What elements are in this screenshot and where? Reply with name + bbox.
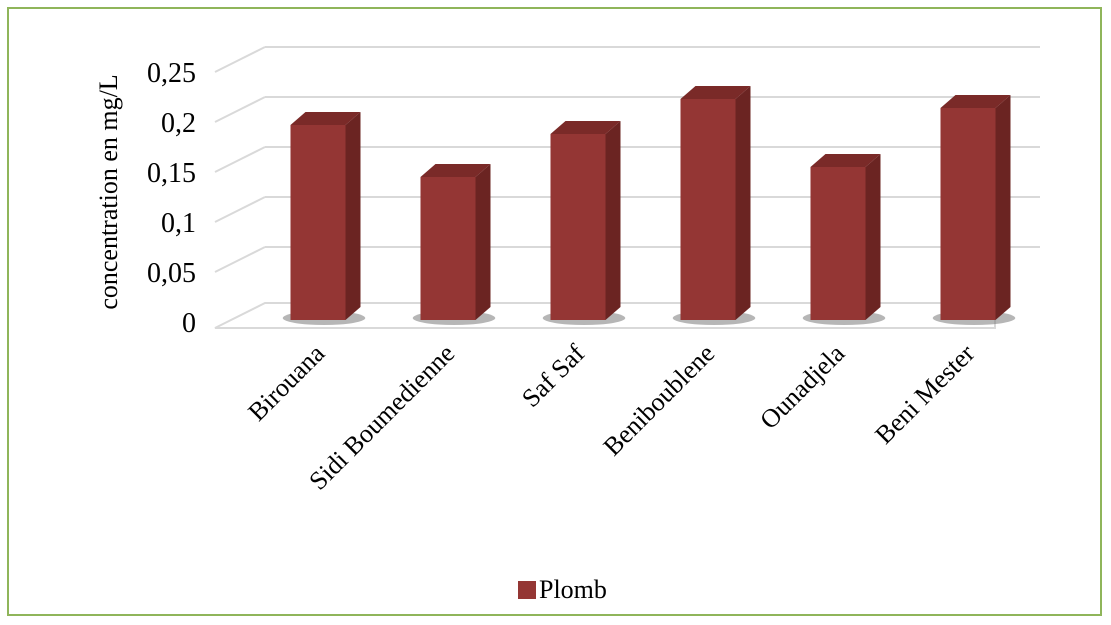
x-tick-label: Saf Saf	[516, 339, 590, 413]
bar-side	[345, 112, 361, 320]
y-axis-ticks: 0 0,05 0,1 0,15 0,2 0,25	[147, 58, 196, 339]
bar-side	[735, 86, 751, 320]
bar-front	[680, 99, 736, 320]
bar-front	[810, 167, 866, 320]
x-tick-label: Birouana	[242, 338, 330, 426]
x-tick-label: Ounadjela	[754, 338, 850, 434]
legend: Plomb	[518, 575, 607, 604]
bar	[680, 86, 751, 320]
x-tick-label: Beniboublene	[598, 339, 721, 462]
y-tick-label: 0,25	[147, 58, 196, 89]
legend-label: Plomb	[539, 575, 607, 604]
y-tick-label: 0,1	[161, 208, 196, 239]
bar-top	[810, 154, 881, 167]
bar-side	[605, 121, 621, 320]
gridline-diagonal	[214, 46, 266, 73]
bars	[290, 86, 1011, 320]
bar	[420, 164, 491, 320]
gridline-diagonal	[214, 96, 266, 123]
bar-front	[550, 134, 606, 320]
gridline-diagonal	[214, 196, 266, 223]
y-tick-label: 0,2	[161, 108, 196, 139]
bar	[940, 95, 1011, 320]
legend-swatch	[518, 581, 536, 599]
gridline-diagonal	[214, 246, 266, 273]
gridline-diagonal	[214, 146, 266, 173]
bar-front	[420, 177, 476, 320]
x-tick-label: Beni Mester	[869, 339, 980, 450]
bar-top	[680, 86, 751, 99]
y-axis-label: concentration en mg/L	[94, 74, 123, 309]
bar-top	[420, 164, 491, 177]
bar-top	[940, 95, 1011, 108]
bar-top	[550, 121, 621, 134]
bar-front	[290, 125, 346, 320]
y-tick-label: 0	[182, 308, 196, 339]
bar-side	[995, 95, 1011, 320]
bar	[550, 121, 621, 320]
bar	[290, 112, 361, 320]
y-tick-label: 0,05	[147, 258, 196, 289]
bar-front	[940, 108, 996, 320]
bar-side	[865, 154, 881, 320]
y-tick-label: 0,15	[147, 158, 196, 189]
bar-top	[290, 112, 361, 125]
bar	[810, 154, 881, 320]
bar-side	[475, 164, 491, 320]
